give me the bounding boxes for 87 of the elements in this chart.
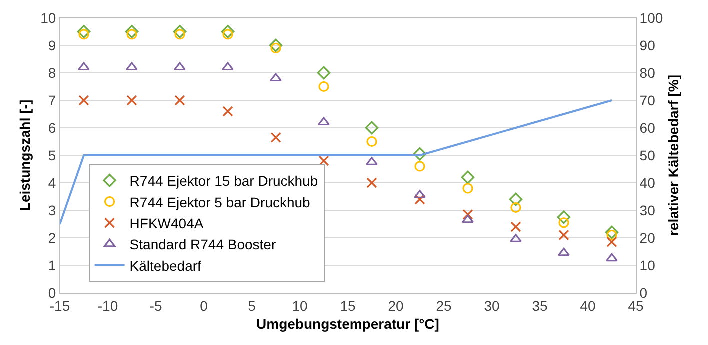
y2-tick-label: 20: [640, 230, 656, 246]
point: [558, 248, 570, 256]
x-tick-label: 20: [388, 298, 404, 314]
x-tick-label: 30: [484, 298, 500, 314]
point: [78, 62, 90, 71]
point: [222, 29, 234, 40]
point: [462, 183, 474, 194]
point: [509, 192, 523, 206]
x-tick-label: 0: [200, 298, 208, 314]
x-tick-label: 40: [580, 298, 596, 314]
point: [414, 194, 426, 205]
point: [126, 95, 138, 106]
y-tick-label: 10: [40, 10, 56, 26]
point: [606, 236, 618, 248]
y-tick-label: 4: [48, 174, 56, 191]
y-axis-title: Leistungszahl [-]: [17, 100, 34, 212]
point: [510, 202, 522, 214]
y-tick-label: 6: [48, 120, 56, 136]
point: [174, 62, 186, 71]
y2-tick-label: 90: [640, 37, 656, 54]
point: [126, 62, 138, 71]
x-tick-label: 5: [248, 298, 256, 314]
legend-label: HFKW404A: [130, 215, 204, 232]
x-tick-label: 35: [532, 298, 548, 314]
point: [606, 253, 618, 262]
legend-label: R744 Ejektor 15 bar Druckhub: [130, 173, 318, 190]
legend-label: Standard R744 Booster: [130, 236, 276, 253]
y-tick-label: 2: [48, 230, 56, 246]
point: [366, 136, 378, 148]
y-tick-label: 5: [48, 147, 56, 164]
y2-tick-label: 100: [640, 10, 664, 26]
y2-tick-label: 80: [640, 64, 656, 81]
legend-label: Kältebedarf: [130, 258, 202, 274]
x-tick-label: 10: [292, 298, 308, 314]
point: [557, 210, 571, 224]
point: [222, 62, 234, 71]
y2-tick-label: 10: [640, 257, 656, 274]
y2-tick-label: 30: [640, 202, 656, 218]
point: [78, 95, 90, 106]
point: [222, 106, 234, 117]
x-tick-label: -10: [98, 298, 118, 314]
point: [270, 42, 282, 54]
y2-tick-label: 70: [640, 92, 656, 108]
point: [174, 29, 186, 40]
point: [558, 218, 570, 228]
x-tick-label: -5: [150, 298, 162, 314]
point: [77, 25, 91, 38]
point: [365, 121, 379, 135]
point: [510, 222, 522, 232]
x-axis-title: Umgebungstemperatur [°C]: [256, 316, 440, 332]
point: [366, 157, 378, 166]
point: [510, 234, 522, 242]
point: [558, 230, 570, 241]
point: [462, 214, 474, 224]
point: [78, 29, 90, 40]
point: [269, 38, 283, 52]
y2-tick-label: 40: [640, 174, 656, 191]
point: [125, 25, 139, 38]
point: [318, 156, 330, 166]
point: [270, 73, 282, 82]
point: [174, 95, 186, 106]
y2-tick-label: 60: [640, 120, 656, 136]
point: [318, 117, 330, 126]
point: [270, 132, 282, 143]
y-tick-label: 3: [48, 202, 56, 218]
point: [173, 25, 187, 38]
point: [318, 81, 330, 92]
point: [414, 190, 426, 198]
legend-label: R744 Ejektor 5 bar Druckhub: [130, 194, 311, 210]
y2-axis-title: relativer Kältebedarf [%]: [666, 74, 682, 236]
point: [606, 230, 618, 241]
point: [366, 178, 378, 188]
point: [462, 209, 474, 220]
y-tick-label: 9: [48, 37, 56, 54]
point: [605, 226, 619, 240]
y-tick-label: 7: [48, 92, 56, 108]
point: [221, 25, 235, 38]
y-tick-label: 8: [48, 64, 56, 81]
point: [414, 161, 426, 172]
x-tick-label: 15: [340, 298, 356, 314]
point: [461, 170, 475, 184]
y2-tick-label: 50: [640, 147, 656, 164]
point: [413, 147, 427, 161]
x-tick-label: 25: [436, 298, 452, 314]
point: [317, 66, 331, 80]
point: [126, 29, 138, 40]
y-tick-label: 1: [48, 257, 56, 274]
